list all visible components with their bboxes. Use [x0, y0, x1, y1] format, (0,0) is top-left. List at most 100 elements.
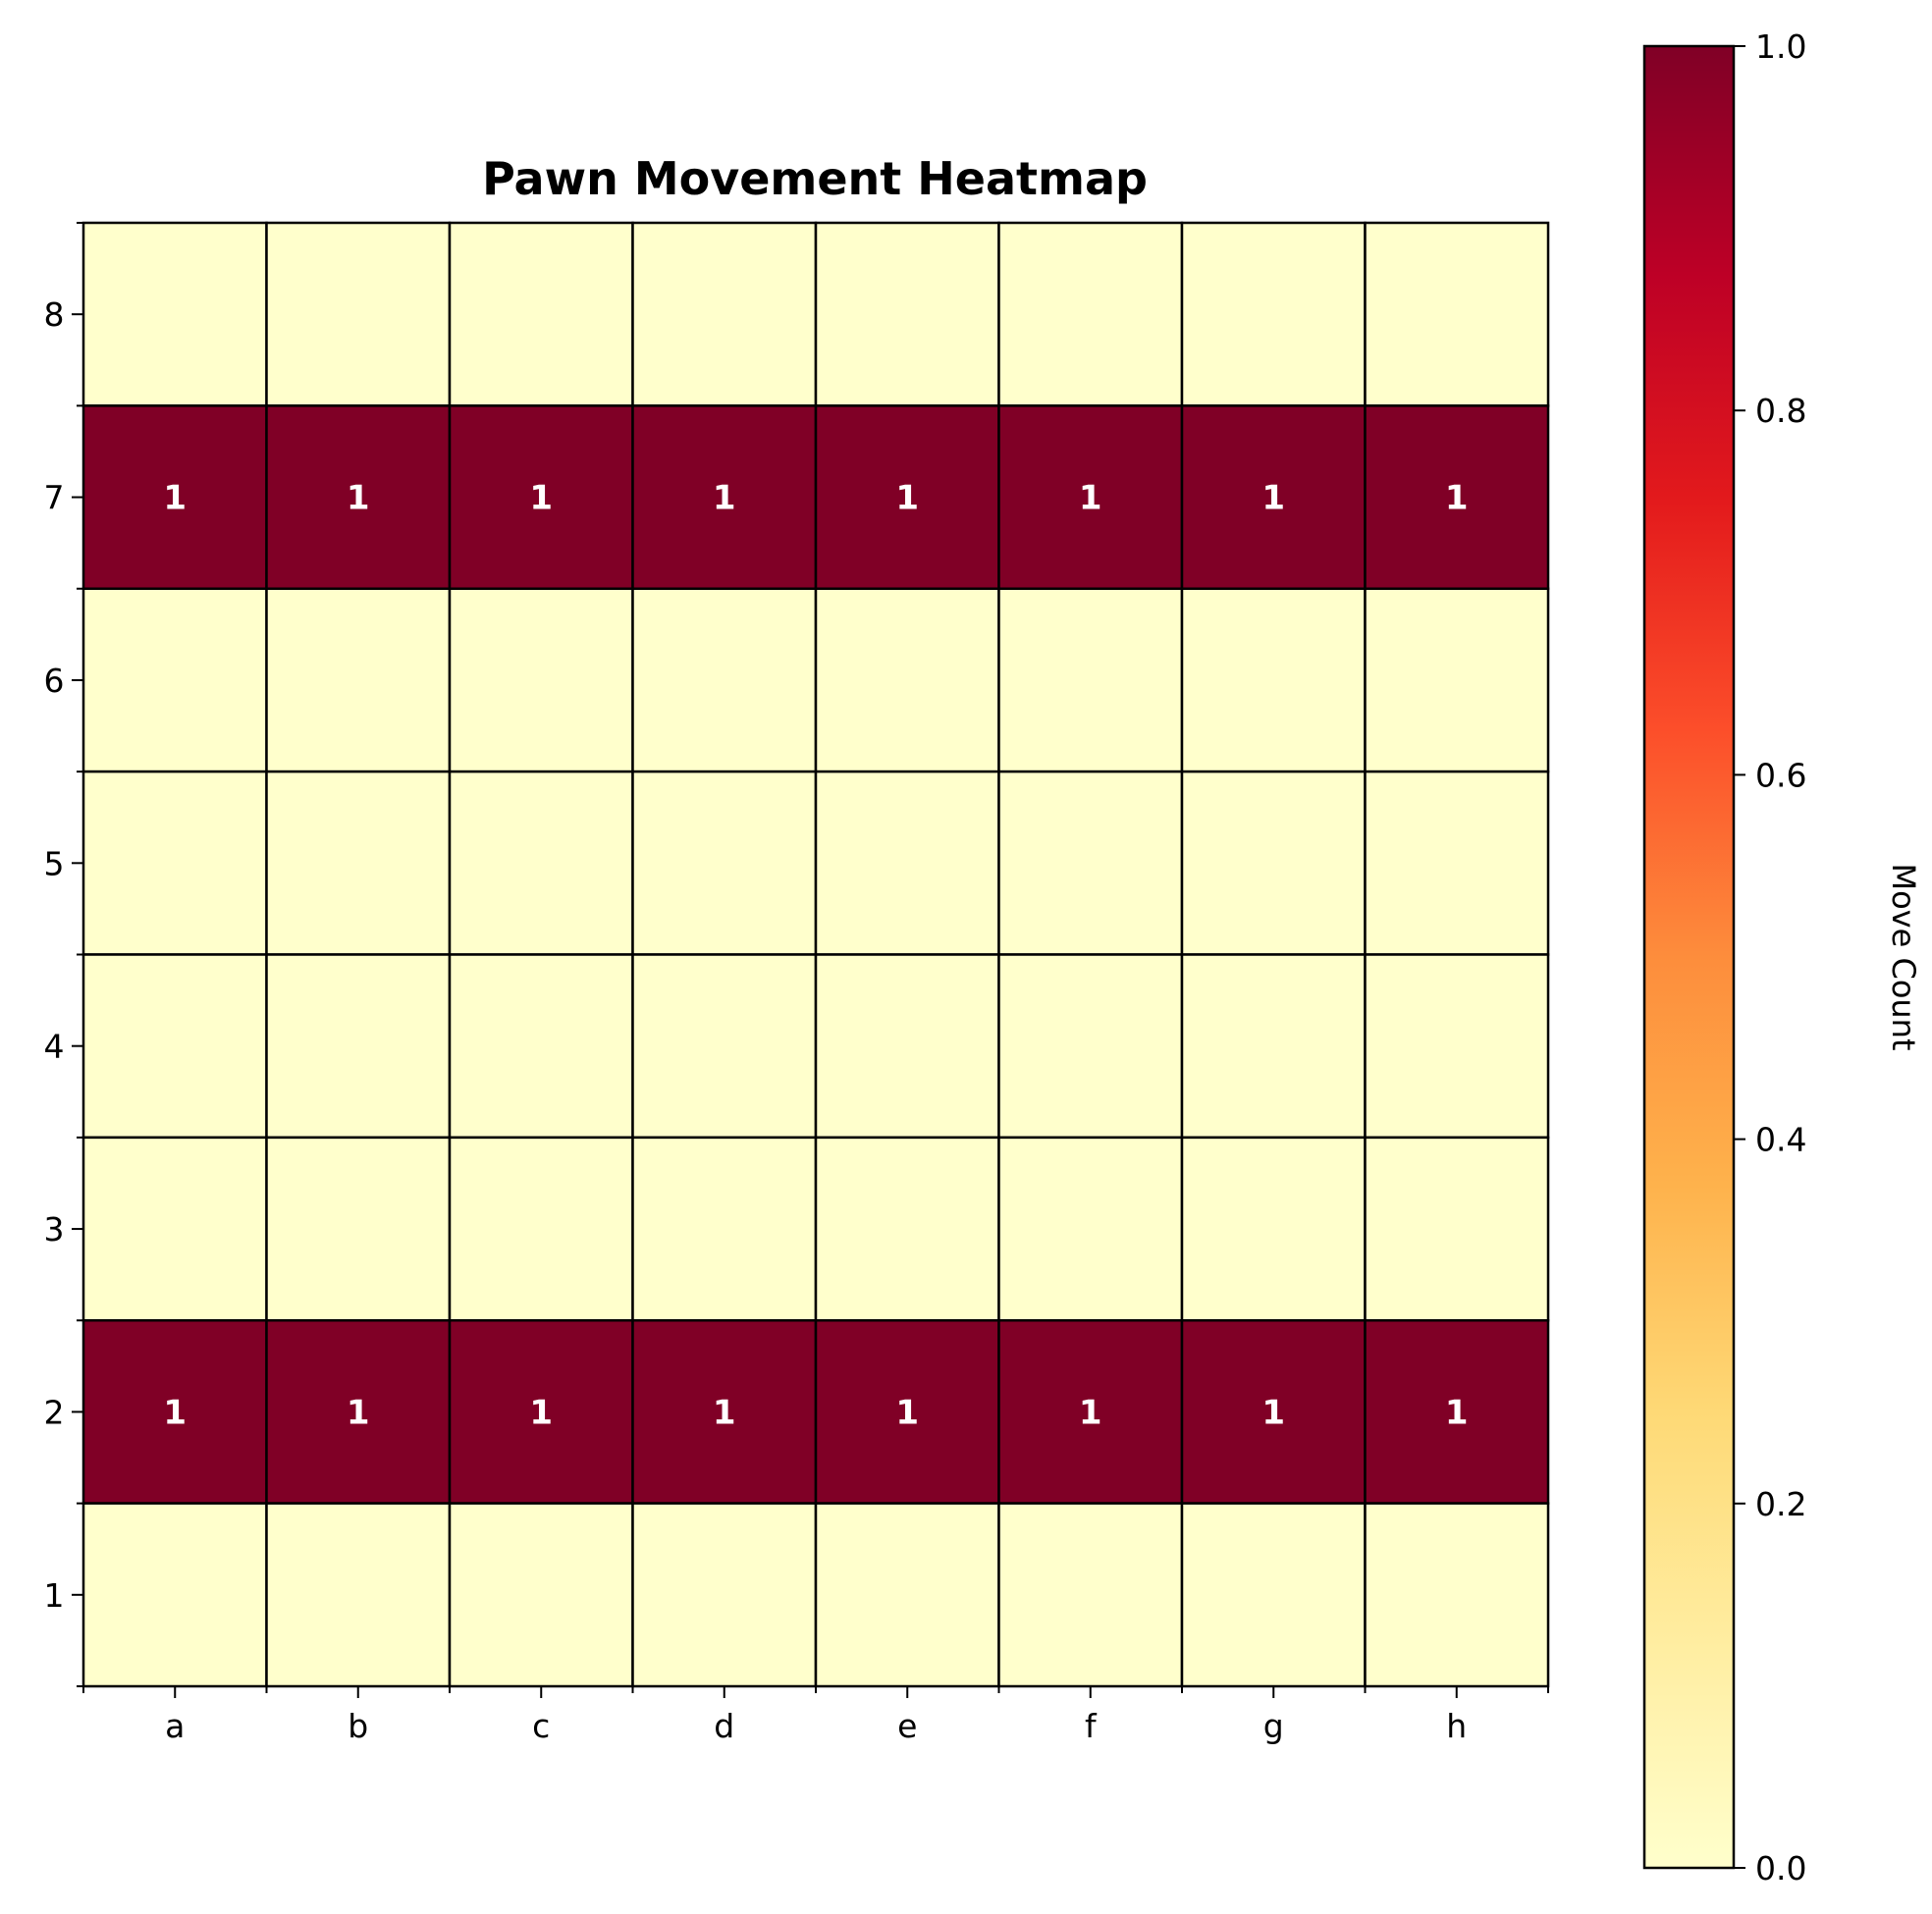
colorbar: 0.0 0.2 0.4 0.6 0.8 1.0: [1642, 27, 1806, 1887]
heatmap-cell-g8: [1180, 221, 1367, 407]
cell-value-label: 1: [1079, 479, 1102, 518]
colorbar-tick-label: 0.6: [1755, 756, 1806, 794]
heatmap-cell-h5: [1364, 770, 1550, 956]
colorbar-tick-label: 0.0: [1755, 1849, 1806, 1887]
y-tick-label: 7: [44, 479, 65, 517]
heatmap-cell-c8: [448, 221, 634, 407]
cell-value-label: 1: [895, 479, 919, 518]
chart-title: Pawn Movement Heatmap: [482, 152, 1148, 205]
heatmap-cell-d6: [631, 587, 818, 773]
colorbar-tick-label: 0.4: [1755, 1121, 1806, 1159]
cell-value-label: 1: [1445, 1393, 1469, 1432]
heatmap-cell-b5: [265, 770, 452, 956]
heatmap-cell-d4: [631, 953, 818, 1140]
heatmap-cell-d7: [631, 404, 818, 590]
y-tick-label: 5: [44, 844, 65, 882]
heatmap-cell-c1: [448, 1502, 634, 1688]
x-tick-label: b: [348, 1707, 368, 1745]
heatmap-cell-h8: [1364, 221, 1550, 407]
x-tick-label: h: [1446, 1707, 1467, 1745]
heatmap-cell-labels: 1 1 1 1 1 1 1 1 1 1 1 1 1 1 1 1: [163, 479, 1468, 1433]
y-tick-label: 2: [44, 1393, 65, 1431]
heatmap-cell-h1: [1364, 1502, 1550, 1688]
cell-value-label: 1: [163, 1393, 187, 1432]
heatmap-cell-b1: [265, 1502, 452, 1688]
heatmap-cell-f6: [997, 587, 1184, 773]
heatmap-cell-a3: [81, 1136, 268, 1322]
heatmap-cell-b3: [265, 1136, 452, 1322]
heatmap-cell-g3: [1180, 1136, 1367, 1322]
heatmap-cell-e1: [814, 1502, 1000, 1688]
heatmap-cell-e2: [814, 1319, 1000, 1505]
heatmap-cell-b4: [265, 953, 452, 1140]
heatmap-cell-f7: [997, 404, 1184, 590]
cell-value-label: 1: [713, 1393, 736, 1432]
heatmap-cell-f3: [997, 1136, 1184, 1322]
y-tick-label: 8: [44, 295, 65, 334]
heatmap-cell-f2: [997, 1319, 1184, 1505]
cell-value-label: 1: [895, 1393, 919, 1432]
heatmap-cell-c7: [448, 404, 634, 590]
cell-value-label: 1: [347, 479, 370, 518]
cell-value-label: 1: [1079, 1393, 1102, 1432]
x-tick-label: g: [1263, 1707, 1284, 1745]
heatmap-cell-g4: [1180, 953, 1367, 1140]
heatmap-cell-h3: [1364, 1136, 1550, 1322]
heatmap-cell-g5: [1180, 770, 1367, 956]
cell-value-label: 1: [1445, 479, 1469, 518]
heatmap-cell-e7: [814, 404, 1000, 590]
heatmap-cell-d2: [631, 1319, 818, 1505]
heatmap-cell-e4: [814, 953, 1000, 1140]
colorbar-tick-label: 0.2: [1755, 1485, 1806, 1523]
heatmap-cell-e3: [814, 1136, 1000, 1322]
heatmap-cell-b2: [265, 1319, 452, 1505]
x-tick-label: d: [714, 1707, 734, 1745]
heatmap-cell-f1: [997, 1502, 1184, 1688]
heatmap-cell-b8: [265, 221, 452, 407]
heatmap-cell-a5: [81, 770, 268, 956]
heatmap-cell-c3: [448, 1136, 634, 1322]
cell-value-label: 1: [163, 479, 187, 518]
heatmap-cell-f4: [997, 953, 1184, 1140]
heatmap-cell-h2: [1364, 1319, 1550, 1505]
colorbar-tick-label: 1.0: [1755, 27, 1806, 66]
cell-value-label: 1: [529, 1393, 553, 1432]
y-tick-label: 1: [44, 1576, 65, 1615]
heatmap-cell-a7: [81, 404, 268, 590]
x-tick-label: c: [532, 1707, 550, 1745]
y-tick-label: 6: [44, 662, 65, 700]
y-tick-label: 3: [44, 1210, 65, 1249]
heatmap-cell-e5: [814, 770, 1000, 956]
cell-value-label: 1: [347, 1393, 370, 1432]
heatmap-cells: [81, 221, 1550, 1688]
heatmap-cell-h6: [1364, 587, 1550, 773]
y-axis: 8 7 6 5 4 3 2 1: [44, 222, 83, 1687]
heatmap-cell-d3: [631, 1136, 818, 1322]
y-tick-label: 4: [44, 1028, 65, 1066]
cell-value-label: 1: [1261, 479, 1285, 518]
colorbar-gradient: [1642, 44, 1736, 1870]
heatmap-cell-f5: [997, 770, 1184, 956]
heatmap-cell-d8: [631, 221, 818, 407]
heatmap-cell-c5: [448, 770, 634, 956]
heatmap-cell-a8: [81, 221, 268, 407]
colorbar-label: Move Count: [1885, 863, 1922, 1050]
heatmap-cell-f8: [997, 221, 1184, 407]
heatmap-cell-d1: [631, 1502, 818, 1688]
x-tick-label: e: [897, 1707, 917, 1745]
heatmap-cell-h4: [1364, 953, 1550, 1140]
heatmap-cell-g1: [1180, 1502, 1367, 1688]
heatmap-cell-b6: [265, 587, 452, 773]
heatmap-cell-c4: [448, 953, 634, 1140]
x-tick-label: a: [165, 1707, 185, 1745]
heatmap-cell-e6: [814, 587, 1000, 773]
heatmap-cell-b7: [265, 404, 452, 590]
x-axis: a b c d e f g h: [82, 1686, 1549, 1745]
cell-value-label: 1: [713, 479, 736, 518]
heatmap-cell-d5: [631, 770, 818, 956]
colorbar-tick-label: 0.8: [1755, 392, 1806, 430]
cell-value-label: 1: [529, 479, 553, 518]
heatmap-cell-g6: [1180, 587, 1367, 773]
heatmap-cell-e8: [814, 221, 1000, 407]
